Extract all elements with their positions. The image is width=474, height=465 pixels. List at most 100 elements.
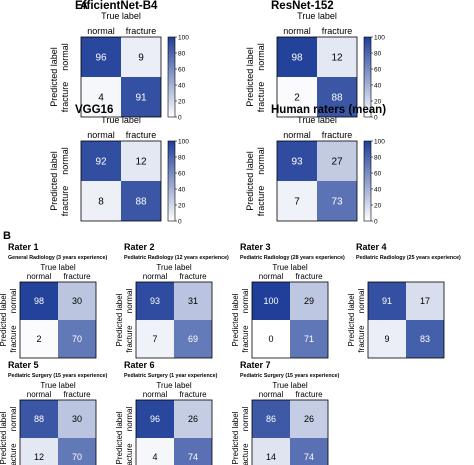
- cell-value: 4: [98, 93, 104, 104]
- x-tick-label: normal: [283, 26, 311, 36]
- heatmap-cell: [317, 77, 357, 117]
- heatmap-cell: [252, 438, 290, 465]
- cell-value: 12: [331, 53, 343, 64]
- cell-value: 83: [420, 334, 430, 344]
- chart-title: Rater 2: [124, 242, 155, 252]
- cell-value: 26: [188, 414, 198, 424]
- cell-value: 31: [188, 296, 198, 306]
- heatmap-cell: [81, 141, 121, 181]
- x-tick-label: normal: [27, 390, 52, 399]
- matrix-border: [135, 399, 213, 465]
- x-tick-label: fracture: [179, 272, 207, 281]
- chart-title: Rater 1: [8, 242, 39, 252]
- y-tick-label: normal: [357, 289, 366, 314]
- colorbar-tick-label: 20: [178, 203, 186, 210]
- cell-value: 98: [34, 296, 44, 306]
- cell-value: 74: [188, 452, 198, 462]
- panel-a-label: A: [80, 0, 88, 12]
- y-axis-label: Predicted label: [231, 293, 240, 346]
- heatmap-cell: [252, 400, 290, 438]
- colorbar-tick-label: 20: [374, 203, 382, 210]
- cell-value: 70: [72, 452, 82, 462]
- x-axis-label: True label: [101, 11, 141, 21]
- x-tick-label: normal: [259, 272, 284, 281]
- colorbar-tick-label: 60: [178, 171, 186, 178]
- colorbar-tick-label: 60: [374, 171, 382, 178]
- heatmap-cell: [290, 438, 328, 465]
- cell-value: 88: [34, 414, 44, 424]
- heatmap-cell: [20, 438, 58, 465]
- heatmap-cell: [121, 77, 161, 117]
- y-tick-label: normal: [241, 407, 250, 432]
- heatmap-cell: [277, 181, 317, 221]
- y-tick-label: normal: [125, 289, 134, 314]
- cell-value: 7: [294, 197, 300, 208]
- heatmap-cell: [317, 141, 357, 181]
- confusion-matrix-10: Rater 6 Pediatric Surgery (1 year experie…: [115, 360, 218, 465]
- cell-value: 26: [304, 414, 314, 424]
- chart-title: ResNet-152: [271, 0, 334, 12]
- cell-value: 100: [263, 296, 278, 306]
- x-tick-label: fracture: [179, 390, 207, 399]
- x-axis-label: True label: [40, 381, 76, 390]
- y-tick-label: normal: [60, 43, 70, 71]
- panel-b-label: B: [3, 230, 11, 242]
- y-axis-label: Predicted label: [115, 293, 124, 346]
- x-tick-label: fracture: [126, 26, 157, 36]
- x-tick-label: normal: [27, 272, 52, 281]
- heatmap-cell: [81, 181, 121, 221]
- chart-title: Rater 7: [240, 360, 271, 370]
- cell-value: 71: [304, 334, 314, 344]
- colorbar-tick-label: 40: [178, 187, 186, 194]
- cell-value: 0: [268, 334, 273, 344]
- colorbar: [167, 36, 176, 118]
- cell-value: 2: [294, 93, 300, 104]
- x-tick-label: normal: [87, 26, 115, 36]
- x-axis-label: True label: [40, 263, 76, 272]
- y-tick-label: normal: [60, 147, 70, 175]
- y-axis-label: Predicted label: [245, 47, 255, 107]
- heatmap-cell: [368, 320, 406, 358]
- y-tick-label: fracture: [125, 443, 134, 465]
- x-tick-label: fracture: [322, 130, 353, 140]
- matrix-border: [80, 140, 162, 222]
- cell-value: 96: [150, 414, 160, 424]
- colorbar-tick-label: 40: [374, 187, 382, 194]
- heatmap-cell: [174, 438, 212, 465]
- x-axis-label: True label: [156, 381, 192, 390]
- cell-value: 30: [72, 414, 82, 424]
- cell-value: 27: [331, 157, 343, 168]
- x-tick-label: fracture: [63, 390, 91, 399]
- heatmap-cell: [174, 320, 212, 358]
- heatmap-cell: [174, 282, 212, 320]
- cell-value: 9: [384, 334, 389, 344]
- chart-subtitle: Pediatric Radiology (12 years experience…: [124, 255, 229, 261]
- y-tick-label: normal: [125, 407, 134, 432]
- matrix-border: [276, 140, 358, 222]
- heatmap-cell: [406, 320, 444, 358]
- colorbar-tick-label: 20: [178, 99, 186, 106]
- heatmap-cell: [20, 320, 58, 358]
- chart-title: Rater 4: [356, 242, 387, 252]
- y-tick-label: fracture: [9, 325, 18, 353]
- chart-subtitle: Pediatric Radiology (25 years experience…: [356, 255, 461, 261]
- colorbar-tick-label: 100: [374, 35, 385, 42]
- heatmap-cell: [58, 438, 96, 465]
- cell-value: 14: [266, 452, 276, 462]
- cell-value: 69: [188, 334, 198, 344]
- cell-value: 29: [304, 296, 314, 306]
- cell-value: 88: [331, 93, 343, 104]
- confusion-matrix-9: Rater 5 Pediatric Surgery (15 years exper…: [0, 360, 107, 465]
- confusion-matrix-5: Rater 1 General Radiology (3 years experi…: [0, 242, 107, 359]
- cell-value: 2: [36, 334, 41, 344]
- cell-value: 7: [152, 334, 157, 344]
- heatmap-cell: [406, 282, 444, 320]
- cell-value: 86: [266, 414, 276, 424]
- heatmap-cell: [317, 181, 357, 221]
- x-axis-label: True label: [101, 115, 141, 125]
- heatmap-cell: [174, 400, 212, 438]
- y-tick-label: normal: [256, 147, 266, 175]
- colorbar-tick-label: 20: [374, 99, 382, 106]
- heatmap-cell: [136, 438, 174, 465]
- cell-value: 17: [420, 296, 430, 306]
